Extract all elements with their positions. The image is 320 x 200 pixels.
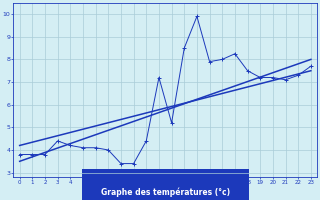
X-axis label: Graphe des températures (°c): Graphe des températures (°c) — [101, 188, 230, 197]
